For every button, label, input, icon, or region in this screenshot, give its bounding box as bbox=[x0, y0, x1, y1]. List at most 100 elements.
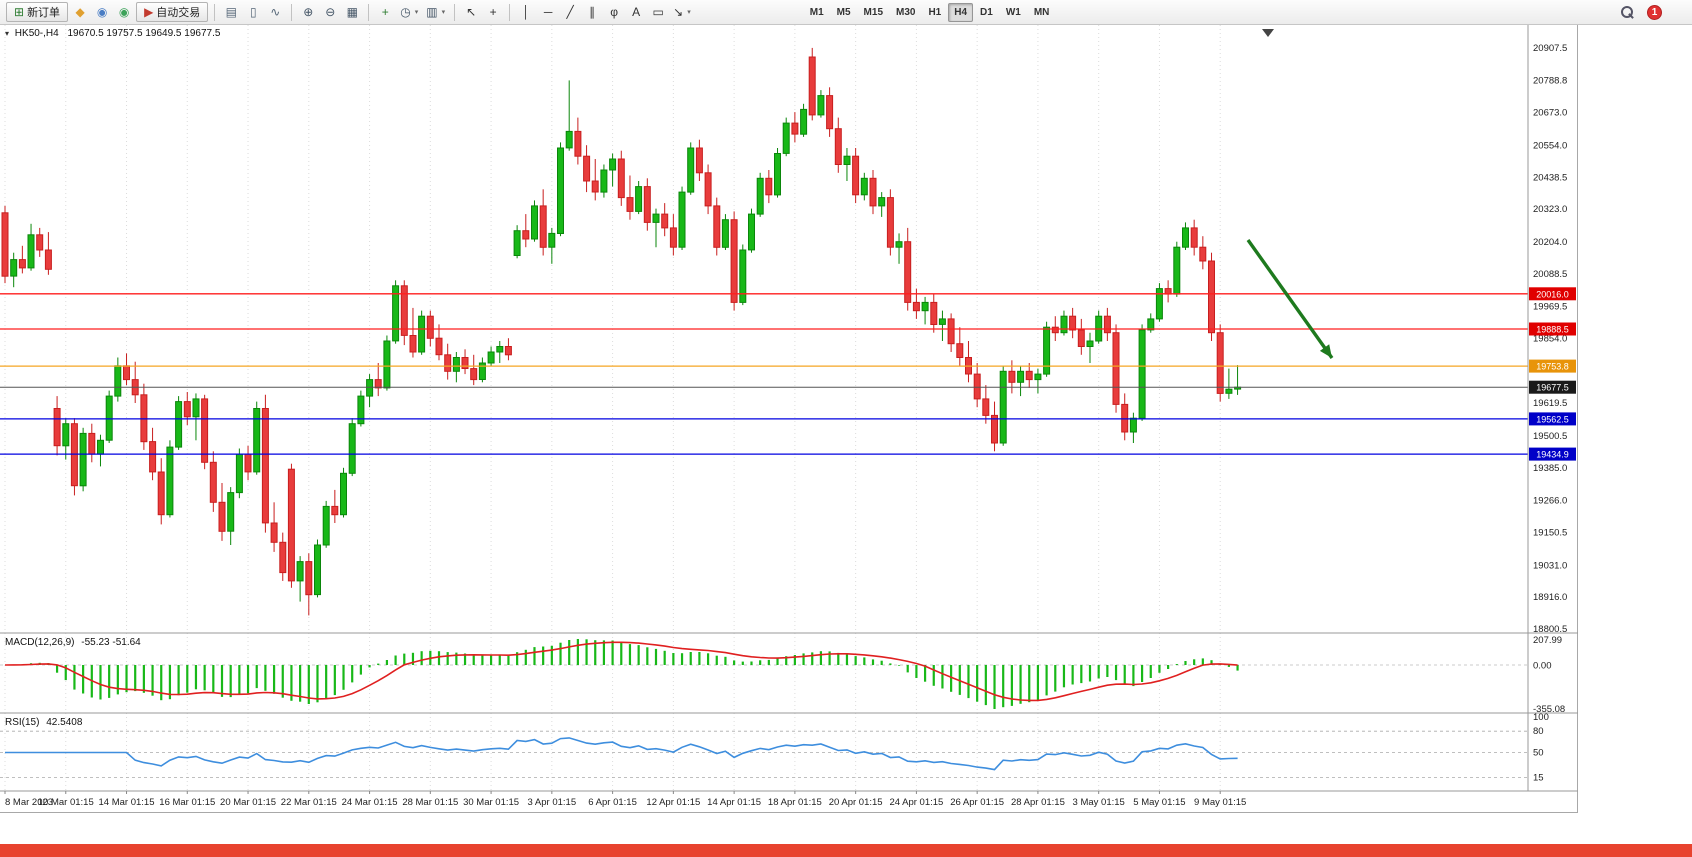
price-badge-text: 19677.5 bbox=[1536, 383, 1569, 393]
timeframe-h1[interactable]: H1 bbox=[928, 6, 942, 18]
autotrade-button[interactable]: ▶ 自动交易 bbox=[136, 2, 209, 22]
candle bbox=[1069, 315, 1077, 331]
zoom-out-icon[interactable]: ⊖ bbox=[320, 2, 340, 22]
channel-icon[interactable]: ∥ bbox=[582, 2, 602, 22]
chart-canvas[interactable]: 20907.5 20788.8 20673.0 20554.0 20438.5 20323… bbox=[0, 25, 1578, 813]
candle bbox=[600, 169, 608, 193]
timeframe-m5[interactable]: M5 bbox=[836, 6, 851, 18]
toolbar-separator bbox=[509, 3, 511, 21]
candle bbox=[44, 249, 52, 270]
date-axis-label: 5 May 01:15 bbox=[1133, 797, 1185, 808]
price-badge-19677.5 bbox=[1529, 380, 1576, 394]
cursor-icon[interactable]: ↖ bbox=[461, 2, 481, 22]
timeframe-mn[interactable]: MN bbox=[1033, 6, 1050, 18]
timeframe-m1[interactable]: M1 bbox=[809, 6, 824, 18]
candle bbox=[1060, 315, 1068, 334]
price-axis-label: 19500.5 bbox=[1533, 431, 1567, 442]
candle bbox=[1216, 332, 1224, 394]
candle bbox=[1103, 315, 1111, 334]
main-toolbar: ⊞ 新订单 ◆ ◉ ◉ ▶ 自动交易 ▤ ▯ ∿ ⊕ ⊖ ▦ + ◷ ▾ ▥ ▾ ↖ + │ ─ ╱ ∥ φ A ▭ ↘ ▾ M1 M5 M… bbox=[0, 0, 1692, 25]
charts-profile-icon[interactable]: ◆ bbox=[70, 2, 90, 22]
line-chart-icon[interactable]: ∿ bbox=[265, 2, 285, 22]
candle bbox=[279, 541, 287, 574]
arrows-icon[interactable]: ↘ ▾ bbox=[670, 2, 694, 22]
timeframe-d1[interactable]: D1 bbox=[980, 6, 993, 18]
templates-icon[interactable]: ▥ ▾ bbox=[423, 2, 448, 22]
candle bbox=[1190, 227, 1198, 248]
candle bbox=[956, 343, 964, 359]
price-axis-label: 19854.0 bbox=[1533, 334, 1567, 345]
timeframe-w1[interactable]: W1 bbox=[1005, 6, 1021, 18]
candle bbox=[886, 197, 894, 248]
chart-symbol-timeframe: HK50-,H4 bbox=[14, 28, 59, 39]
notification-badge[interactable]: 1 bbox=[1647, 4, 1662, 20]
magnifier-glyph bbox=[1620, 5, 1634, 19]
trend-arrow-head bbox=[1319, 344, 1332, 358]
horizontal-line-icon[interactable]: ─ bbox=[538, 2, 558, 22]
vertical-line-icon[interactable]: │ bbox=[516, 2, 536, 22]
candle bbox=[513, 230, 521, 256]
candle bbox=[652, 213, 660, 223]
market-watch-icon[interactable]: ◉ bbox=[92, 2, 112, 22]
candle bbox=[1138, 329, 1146, 419]
macd-axis-label: -355.08 bbox=[1533, 704, 1565, 715]
fibonacci-icon[interactable]: φ bbox=[604, 2, 624, 22]
candle bbox=[36, 234, 44, 251]
indicators-icon[interactable]: + bbox=[375, 2, 395, 22]
new-order-button[interactable]: ⊞ 新订单 bbox=[6, 2, 69, 22]
candle bbox=[548, 232, 556, 248]
trendline-icon[interactable]: ╱ bbox=[560, 2, 580, 22]
date-axis-label: 24 Mar 01:15 bbox=[342, 797, 398, 808]
candle bbox=[878, 197, 886, 207]
candle bbox=[739, 249, 747, 303]
candle bbox=[591, 180, 599, 193]
timeframe-m15[interactable]: M15 bbox=[863, 6, 883, 18]
candle bbox=[244, 453, 252, 473]
collapse-icon[interactable]: ▾ bbox=[5, 29, 10, 38]
macd-values: -55.23 -51.64 bbox=[81, 637, 141, 648]
date-axis-label: 3 May 01:15 bbox=[1073, 797, 1125, 808]
new-order-button-glyph: ⊞ bbox=[14, 5, 25, 19]
candle bbox=[1051, 326, 1059, 334]
price-badge-text: 20016.0 bbox=[1536, 289, 1569, 299]
tile-windows-icon[interactable]: ▦ bbox=[342, 2, 362, 22]
candle bbox=[774, 153, 781, 196]
bar-chart-icon[interactable]: ▤ bbox=[221, 2, 241, 22]
community-icon[interactable]: ◉ bbox=[114, 2, 134, 22]
timeframe-m30[interactable]: M30 bbox=[896, 6, 916, 18]
candle bbox=[444, 354, 452, 372]
candle bbox=[227, 492, 235, 532]
date-axis-label: 14 Apr 01:15 bbox=[707, 797, 761, 808]
trend-arrow-annotation[interactable] bbox=[1246, 239, 1334, 359]
price-axis-label: 19150.5 bbox=[1533, 527, 1567, 538]
candle bbox=[1173, 246, 1181, 295]
search-icon[interactable] bbox=[1617, 2, 1637, 22]
candle bbox=[800, 108, 808, 135]
macd-signal-line bbox=[4, 641, 1238, 702]
text-label-icon[interactable]: ▭ bbox=[648, 2, 668, 22]
date-axis-label: 20 Mar 01:15 bbox=[220, 797, 276, 808]
timeframe-h4[interactable]: H4 bbox=[948, 2, 974, 22]
text-icon[interactable]: A bbox=[626, 2, 646, 22]
price-axis-label: 20554.0 bbox=[1533, 140, 1567, 151]
chart-shift-marker[interactable] bbox=[1262, 29, 1274, 37]
crosshair-icon[interactable]: + bbox=[483, 2, 503, 22]
caret-icon: ▾ bbox=[414, 9, 419, 16]
rsi-line bbox=[5, 737, 1238, 771]
candle bbox=[904, 241, 912, 303]
candle bbox=[756, 177, 764, 215]
candlestick-chart-icon[interactable]: ▯ bbox=[243, 2, 263, 22]
candle bbox=[305, 561, 313, 596]
macd-axis-label: 0.00 bbox=[1533, 661, 1552, 672]
vertical-line-icon-glyph: │ bbox=[522, 5, 530, 19]
periods-icon[interactable]: ◷ ▾ bbox=[397, 2, 421, 22]
candle bbox=[1121, 403, 1129, 433]
chart-window[interactable]: 20907.5 20788.8 20673.0 20554.0 20438.5 20323… bbox=[0, 25, 1578, 813]
caret-icon: ▾ bbox=[441, 9, 446, 16]
toolbar-separator bbox=[214, 3, 216, 21]
price-axis-label: 18916.0 bbox=[1533, 592, 1567, 603]
price-axis-label: 19385.0 bbox=[1533, 463, 1567, 474]
candle bbox=[296, 561, 304, 582]
price-badge-19434.9 bbox=[1529, 447, 1576, 461]
zoom-in-icon[interactable]: ⊕ bbox=[298, 2, 318, 22]
